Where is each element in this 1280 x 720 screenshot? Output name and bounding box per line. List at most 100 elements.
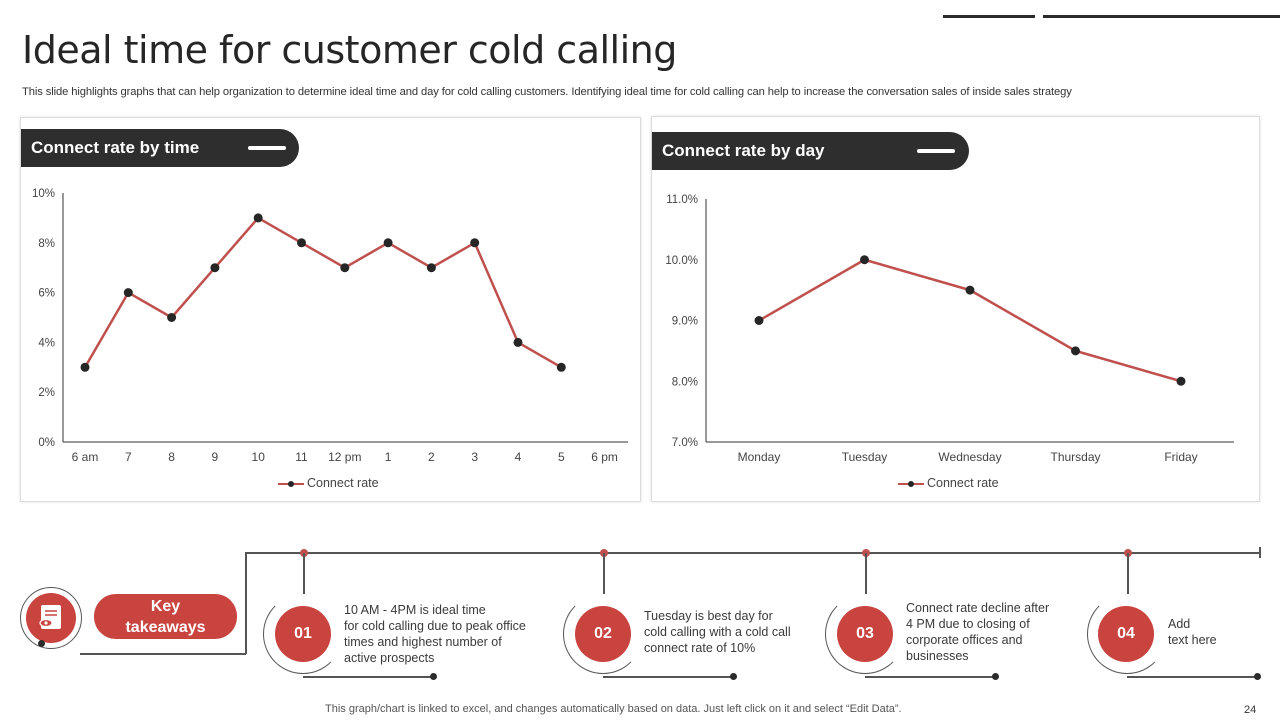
chart-title-day: Connect rate by day <box>662 141 825 160</box>
x-tick-label: 4 <box>515 450 522 464</box>
data-point <box>470 238 480 248</box>
data-point <box>426 263 436 273</box>
page-subtitle: This slide highlights graphs that can he… <box>22 86 1072 98</box>
item-underline <box>603 676 734 678</box>
y-tick-label: 8.0% <box>672 376 698 388</box>
y-tick-label: 4% <box>38 337 55 349</box>
chart-header-day: Connect rate by day <box>652 132 969 170</box>
magnifier-document-icon <box>26 593 76 643</box>
series-line <box>83 216 562 369</box>
x-tick-label: 11 <box>295 450 308 464</box>
y-tick-label: 11.0% <box>666 194 698 206</box>
x-tick-label: 1 <box>385 450 392 464</box>
document-icon-svg <box>39 605 61 629</box>
data-point <box>123 288 133 298</box>
legend-label: Connect rate <box>927 476 999 490</box>
key-end-dot <box>38 640 45 647</box>
x-tick-label: Friday <box>1164 450 1197 464</box>
header-dash <box>248 146 286 150</box>
timeline-vertical <box>245 552 247 654</box>
top-accent-line-long <box>1043 15 1280 18</box>
y-tick-label: 7.0% <box>672 437 698 449</box>
chart-panel-time[interactable]: 0% 2% 4% 6% 8% 10% 6 am 7 8 9 10 11 12 pm 1 2 3 4 5 6 pm C… <box>20 117 641 502</box>
takeaway-number: 04 <box>1098 606 1154 662</box>
data-point <box>1071 346 1080 356</box>
takeaway-text: Add text here <box>1168 617 1217 647</box>
data-point <box>513 337 523 347</box>
item-arc <box>563 594 643 674</box>
item-stem <box>303 553 305 594</box>
x-tick-label: Tuesday <box>842 450 888 464</box>
data-point <box>167 313 177 322</box>
item-underline <box>303 676 434 678</box>
data-point <box>80 362 90 372</box>
legend-day: Connect rate <box>898 476 999 490</box>
y-tick-label: 10.0% <box>665 255 698 267</box>
timeline-horizontal <box>245 552 1260 554</box>
x-tick-label: 12 pm <box>328 450 361 464</box>
item-stem <box>603 553 605 594</box>
x-tick-label: 10 <box>252 450 266 464</box>
x-tick-label: Monday <box>738 450 781 464</box>
item-arc <box>1087 594 1167 674</box>
y-tick-label: 0% <box>38 437 55 449</box>
legend-label: Connect rate <box>307 476 379 490</box>
x-tick-label: 6 pm <box>591 450 618 464</box>
timeline-end-tick <box>1259 547 1261 558</box>
x-tick-label: 6 am <box>72 450 99 464</box>
item-arc <box>825 594 905 674</box>
item-stem <box>865 553 867 594</box>
data-point <box>556 362 566 372</box>
item-end-dot <box>1254 673 1261 680</box>
y-tick-label: 9.0% <box>672 316 698 328</box>
page-title: Ideal time for customer cold calling <box>22 28 677 72</box>
page-number: 24 <box>1244 704 1257 716</box>
chart-header-time: Connect rate by time <box>21 129 299 167</box>
item-underline <box>1127 676 1258 678</box>
y-tick-label: 6% <box>38 288 55 300</box>
x-tick-label: Thursday <box>1050 450 1100 464</box>
x-tick-label: 3 <box>471 450 478 464</box>
key-takeaways-label: Key takeaways <box>94 594 237 639</box>
data-point <box>1176 376 1186 386</box>
item-stem <box>1127 553 1129 594</box>
series-line <box>758 258 1182 383</box>
legend-marker <box>898 479 924 489</box>
item-end-dot <box>730 673 737 680</box>
item-end-dot <box>992 673 999 680</box>
x-tick-label: 8 <box>168 450 175 464</box>
y-tick-label: 8% <box>38 238 55 250</box>
legend-marker <box>278 479 304 489</box>
item-arc <box>263 594 343 674</box>
y-tick-label: 10% <box>32 188 55 200</box>
x-tick-label: 5 <box>558 450 565 464</box>
y-tick-label: 2% <box>38 387 55 399</box>
takeaway-text: 10 AM - 4PM is ideal time for cold calli… <box>344 603 526 665</box>
x-tick-label: Wednesday <box>938 450 1001 464</box>
data-point <box>297 238 306 248</box>
footer-note: This graph/chart is linked to excel, and… <box>325 703 902 715</box>
header-dash <box>917 149 955 153</box>
data-point <box>340 263 350 273</box>
takeaway-number: 02 <box>575 606 631 662</box>
chart-title-time: Connect rate by time <box>31 138 200 157</box>
item-underline <box>865 676 996 678</box>
data-point <box>383 238 393 248</box>
chart-time-svg: 0% 2% 4% 6% 8% 10% 6 am 7 8 9 10 11 12 pm 1 2 3 4 5 6 pm <box>32 188 628 464</box>
x-tick-label: 2 <box>428 450 435 464</box>
data-point <box>253 213 263 223</box>
takeaway-number: 03 <box>837 606 893 662</box>
chart-panel-day[interactable]: 7.0% 8.0% 9.0% 10.0% 11.0% Monday Tuesday Wedne… <box>651 116 1260 502</box>
x-tick-label: 7 <box>125 450 132 464</box>
legend-time: Connect rate <box>278 476 379 490</box>
data-point <box>860 255 869 265</box>
takeaway-number: 01 <box>275 606 331 662</box>
data-point <box>210 263 220 273</box>
timeline-connector <box>80 653 246 655</box>
x-tick-label: 9 <box>212 450 219 464</box>
takeaway-text: Connect rate decline after 4 PM due to c… <box>906 601 1050 663</box>
data-point <box>754 316 764 325</box>
chart-day-svg: 7.0% 8.0% 9.0% 10.0% 11.0% Monday Tuesday Wedne… <box>665 194 1234 464</box>
top-accent-line-short <box>943 15 1035 18</box>
data-point <box>965 285 975 295</box>
